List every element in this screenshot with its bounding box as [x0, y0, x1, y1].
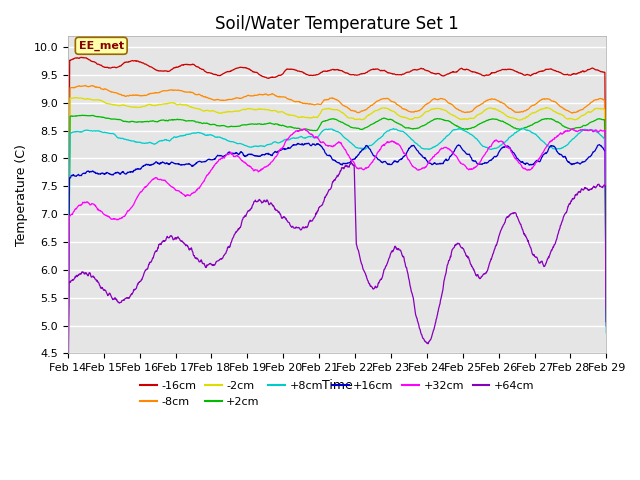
X-axis label: Time: Time — [322, 379, 353, 392]
Text: EE_met: EE_met — [79, 41, 124, 51]
Legend: -16cm, -8cm, -2cm, +2cm, +8cm, +16cm, +32cm, +64cm: -16cm, -8cm, -2cm, +2cm, +8cm, +16cm, +3… — [136, 377, 539, 411]
Y-axis label: Temperature (C): Temperature (C) — [15, 144, 28, 246]
Title: Soil/Water Temperature Set 1: Soil/Water Temperature Set 1 — [215, 15, 459, 33]
